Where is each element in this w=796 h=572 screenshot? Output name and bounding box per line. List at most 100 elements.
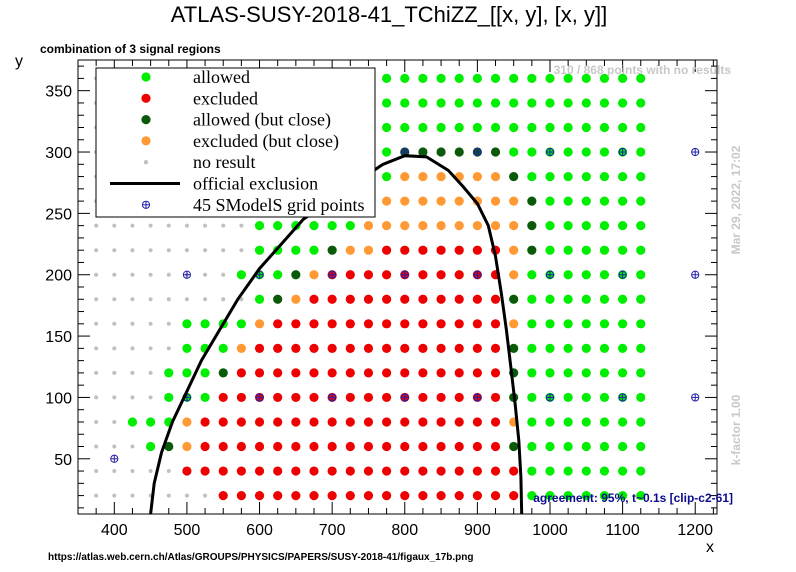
point-no-result [112,321,117,326]
point-excluded-close [509,221,519,231]
point-excluded [200,417,210,427]
point-excluded [454,417,464,427]
point-allowed [599,122,610,133]
point-excluded [345,270,355,280]
point-allowed [545,122,555,133]
point-excluded [454,368,464,378]
point-no-result [203,297,208,302]
point-excluded [363,490,374,501]
point-excluded [436,466,446,476]
point-allowed [618,343,628,353]
point-excluded [345,319,355,329]
point-no-result [148,272,153,277]
point-allowed-close [490,147,501,157]
point-allowed [599,73,610,84]
point-excluded [273,417,283,427]
point-allowed [454,98,464,108]
point-allowed [545,490,555,501]
point-excluded [436,294,446,304]
point-allowed [563,245,573,255]
point-excluded [490,343,501,353]
point-excluded [454,392,464,403]
point-allowed [581,98,591,108]
point-allowed [382,147,392,157]
point-excluded [472,490,482,501]
point-allowed [436,73,446,84]
point-no-result [239,248,244,253]
point-excluded [309,294,319,304]
point-allowed [563,171,573,182]
point-allowed [563,368,573,378]
point-excluded-close [436,196,446,206]
point-excluded-close [363,245,374,255]
point-allowed [490,122,501,133]
point-no-result [166,346,171,351]
point-excluded [273,466,283,476]
point-allowed [618,245,628,255]
x-tick-label: 1200 [677,522,713,539]
legend-entry-no-result: no result [143,152,256,172]
point-allowed [636,343,646,353]
point-excluded-close [182,441,192,452]
point-excluded-close [472,171,482,182]
y-tick-label: 250 [45,206,72,223]
point-no-result [203,223,208,228]
point-allowed [563,441,573,452]
legend-dot [141,93,151,103]
grid-point-marker [618,393,627,402]
point-allowed [599,441,610,452]
point-allowed [581,196,591,206]
point-no-result [148,223,153,228]
point-allowed [636,98,646,108]
point-allowed [200,392,210,403]
point-excluded [436,270,446,280]
point-excluded [490,294,501,304]
point-excluded-close [490,171,501,182]
point-no-result [94,444,99,449]
point-allowed [581,319,591,329]
point-allowed [618,122,628,133]
point-excluded [436,392,446,403]
point-excluded [400,294,410,304]
point-allowed [563,73,573,84]
point-allowed [527,147,537,157]
point-excluded [472,294,482,304]
point-excluded [327,368,337,378]
point-excluded [454,490,464,501]
point-excluded [490,368,501,378]
point-allowed-close [164,441,174,452]
point-allowed [527,441,537,452]
point-no-result [130,297,135,302]
y-tick-label: 100 [45,390,72,407]
point-excluded [418,417,428,427]
point-excluded [436,245,446,255]
point-excluded [418,245,428,255]
point-excluded [200,466,210,476]
point-excluded [273,392,283,403]
point-excluded [254,441,265,452]
point-allowed [581,221,591,231]
point-excluded [454,343,464,353]
point-allowed [545,368,555,378]
point-no-result [94,297,99,302]
point-excluded [327,466,337,476]
point-no-result [184,493,189,498]
point-excluded [291,466,301,476]
point-excluded [254,343,265,353]
point-excluded [218,466,228,476]
legend-dot [141,136,151,146]
point-allowed [527,171,537,182]
point-excluded [418,270,428,280]
point-allowed [636,270,646,280]
point-allowed [236,319,246,329]
point-allowed [618,196,628,206]
point-allowed [309,245,319,255]
x-tick-label: 1000 [532,522,568,539]
point-allowed [618,171,628,182]
point-allowed-close [527,196,537,206]
point-no-result [130,248,135,253]
point-excluded [327,294,337,304]
x-tick-label: 800 [391,522,418,539]
point-no-result [130,223,135,228]
point-excluded-close [418,196,428,206]
